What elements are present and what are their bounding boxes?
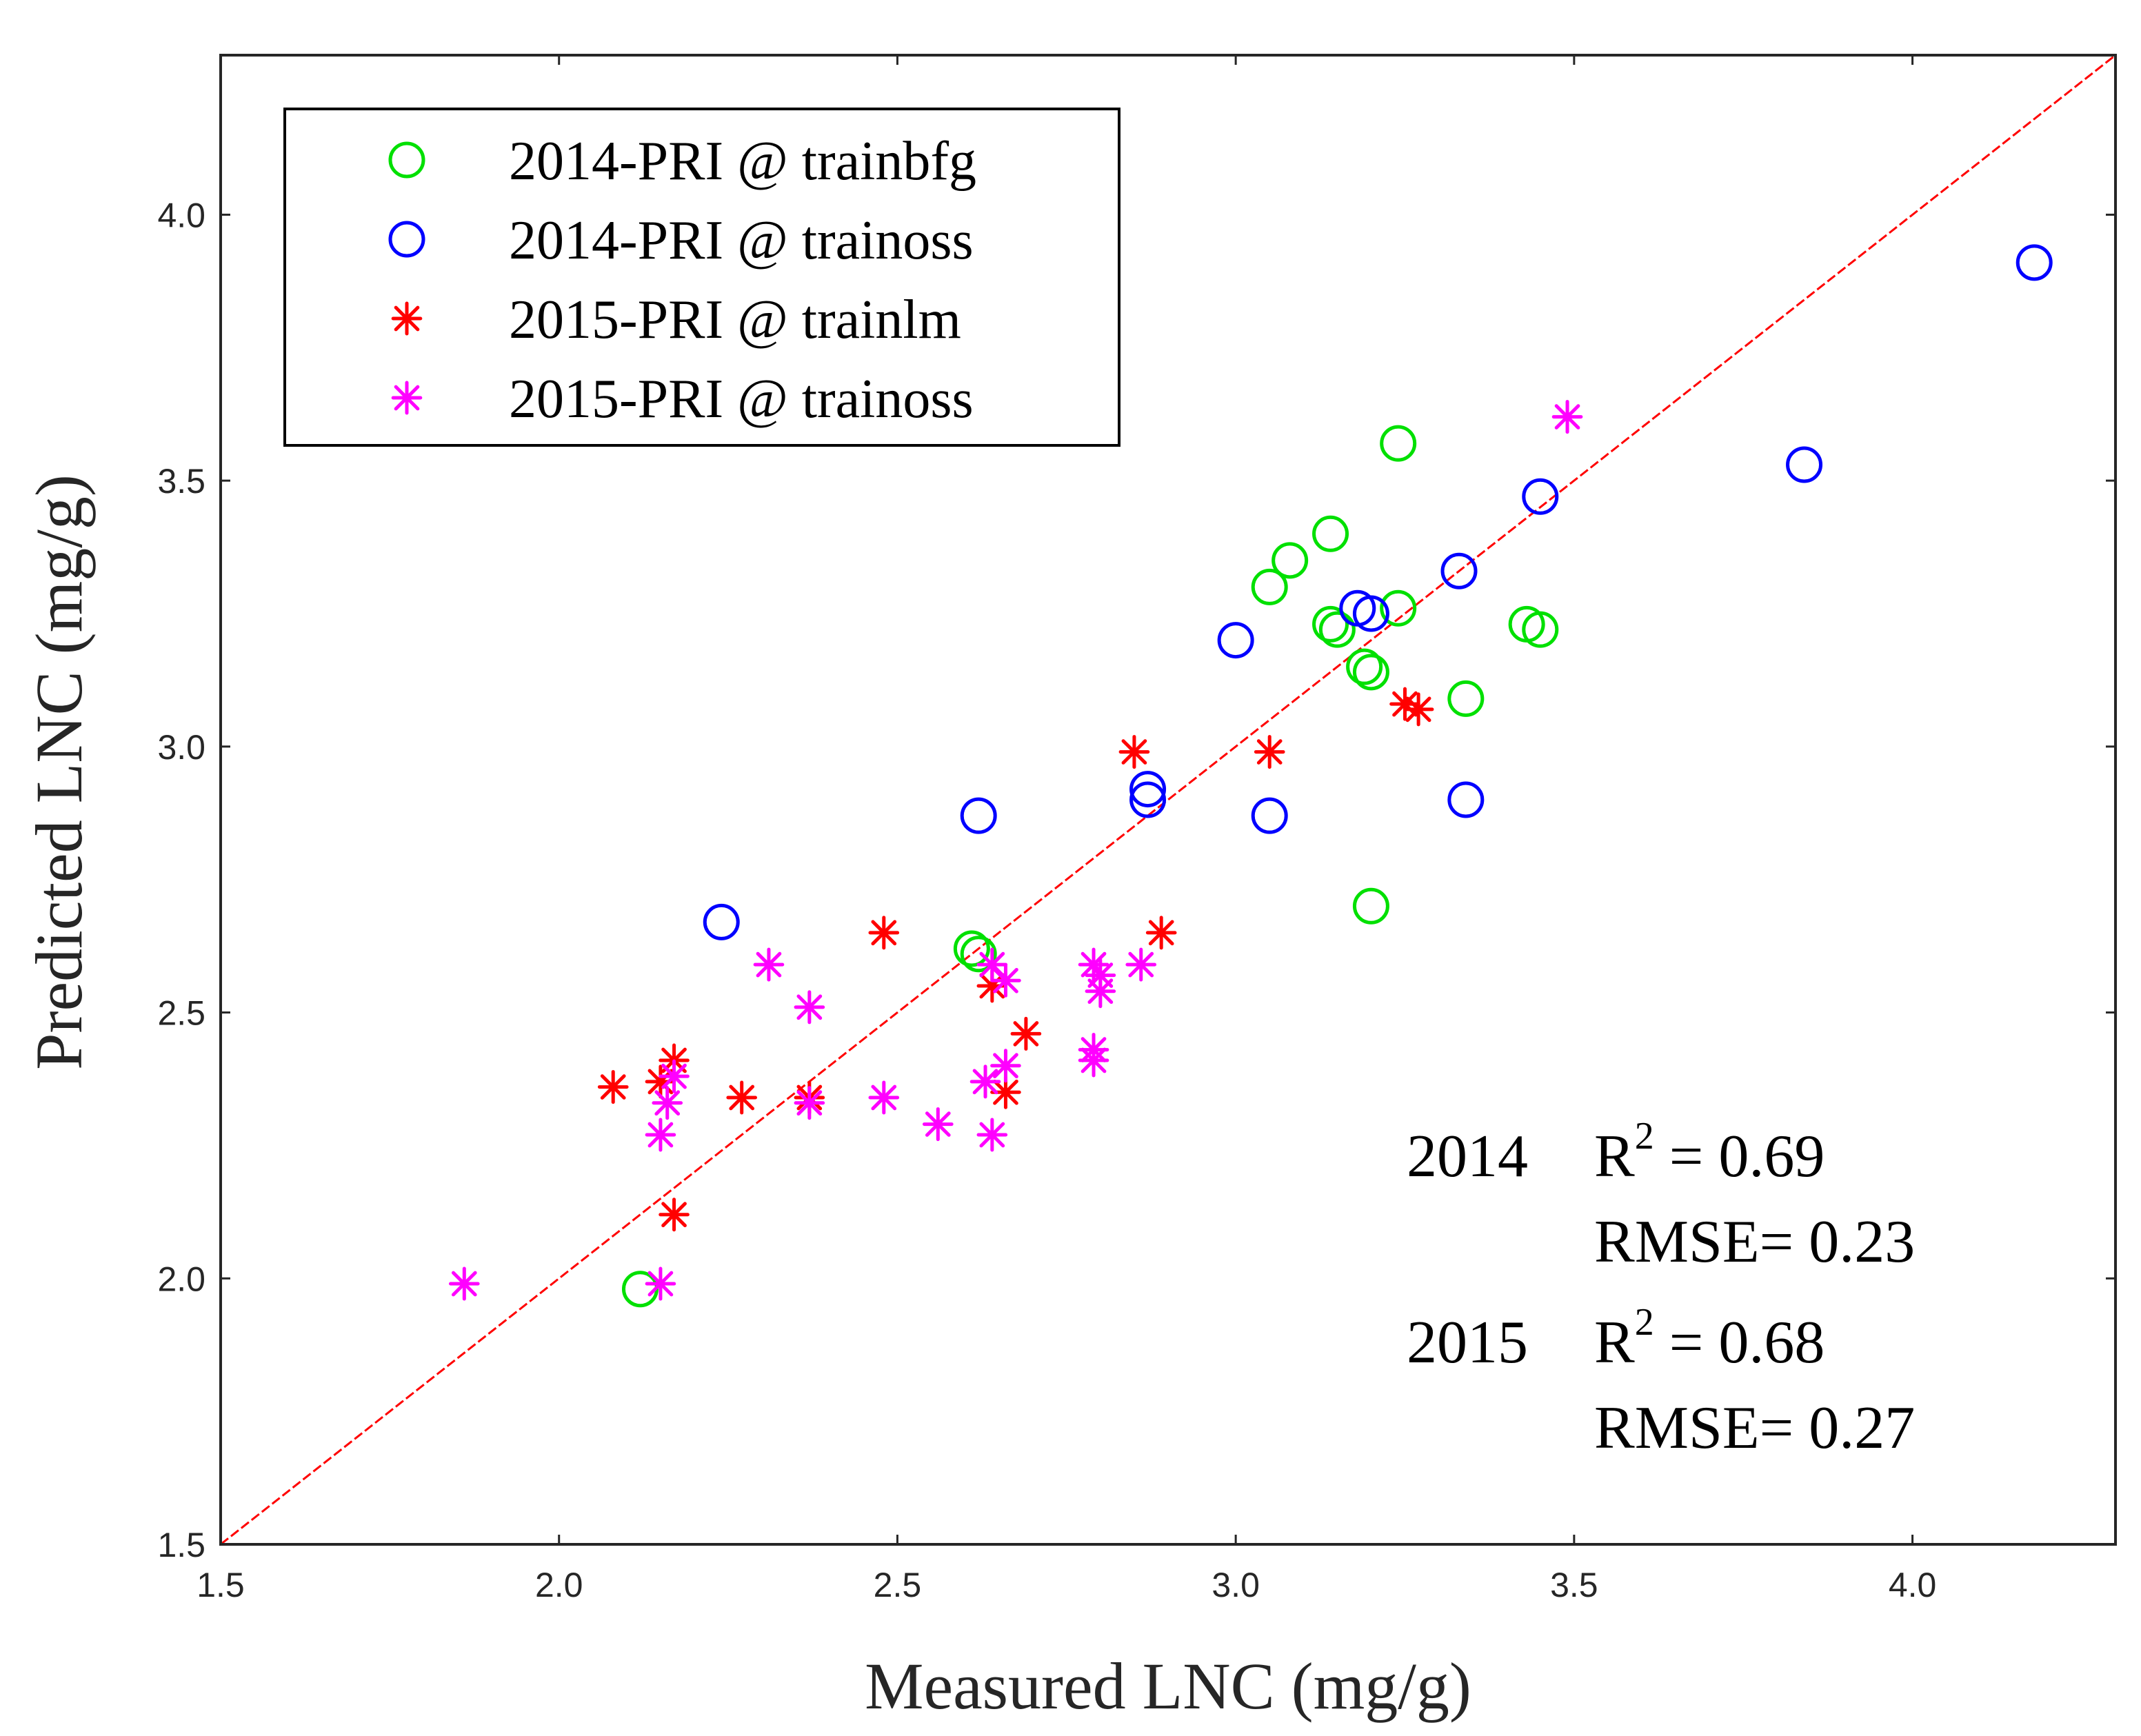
data-point xyxy=(645,1118,676,1152)
y-tick-label: 1.5 xyxy=(157,1526,205,1564)
data-point xyxy=(753,947,785,982)
data-points-layer xyxy=(449,244,2053,1308)
data-point xyxy=(1271,542,1309,579)
data-point xyxy=(960,797,997,834)
data-point xyxy=(1318,611,1356,648)
data-point xyxy=(1440,552,1478,589)
data-point xyxy=(1078,1033,1109,1067)
stats-2015-rmse: RMSE= 0.27 xyxy=(1594,1395,1915,1462)
stats-2014-r2-value: = 0.69 xyxy=(1654,1123,1825,1190)
data-point xyxy=(726,1080,757,1115)
data-point xyxy=(1118,735,1150,769)
data-point xyxy=(1010,1016,1042,1051)
data-point xyxy=(1251,797,1288,834)
x-tick-label: 3.5 xyxy=(1550,1566,1598,1604)
stats-2014-rmse: RMSE= 0.23 xyxy=(1594,1209,1915,1275)
data-point xyxy=(645,1266,676,1301)
x-tick-label: 2.5 xyxy=(874,1566,922,1604)
data-point xyxy=(976,1118,1008,1152)
data-point xyxy=(1447,680,1485,717)
stats-2015-r2: R2 = 0.68 xyxy=(1594,1301,1825,1376)
series-4-points xyxy=(449,400,1583,1301)
legend: 2014-PRI @ trainbfg 2014-PRI @ trainoss 20… xyxy=(283,108,1120,447)
data-point xyxy=(703,903,740,940)
stats-2015-r2-value: = 0.68 xyxy=(1654,1309,1825,1376)
legend-marker-1 xyxy=(388,141,425,179)
data-point xyxy=(1085,974,1116,1009)
data-point xyxy=(969,1064,1001,1099)
data-point xyxy=(652,1086,683,1120)
data-point xyxy=(990,1049,1021,1083)
stats-2015-r-sup: 2 xyxy=(1635,1301,1654,1344)
data-point xyxy=(1125,947,1157,982)
one-to-one-reference-line xyxy=(220,54,2116,1546)
stats-2015-r-label: R xyxy=(1594,1309,1635,1376)
y-tick-label: 4.0 xyxy=(157,196,205,234)
y-tick-label: 2.0 xyxy=(157,1260,205,1298)
data-point xyxy=(868,1080,900,1115)
data-point xyxy=(1254,735,1285,769)
legend-label-4: 2015-PRI @ trainoss xyxy=(509,369,974,430)
data-point xyxy=(1352,595,1389,632)
x-tick-label: 2.0 xyxy=(535,1566,583,1604)
data-point xyxy=(953,930,990,967)
data-point xyxy=(1551,400,1583,434)
y-tick-label: 3.5 xyxy=(157,462,205,501)
legend-label-1: 2014-PRI @ trainbfg xyxy=(509,131,976,192)
data-point xyxy=(1346,648,1383,685)
data-point xyxy=(597,1070,629,1104)
x-tick-label: 1.5 xyxy=(197,1566,245,1604)
data-point xyxy=(449,1266,480,1301)
legend-items: 2014-PRI @ trainbfg 2014-PRI @ trainoss 20… xyxy=(388,131,976,430)
stats-2014-r-label: R xyxy=(1594,1123,1635,1190)
y-tick-label: 3.0 xyxy=(157,728,205,767)
data-point xyxy=(1312,515,1349,552)
data-point xyxy=(659,1059,690,1093)
data-point xyxy=(2016,244,2053,281)
legend-label-3: 2015-PRI @ trainlm xyxy=(509,290,961,350)
fit-statistics: 2014 R2 = 0.69 RMSE= 0.23 2015 R2 = 0.68… xyxy=(1407,1115,1915,1462)
x-tick-label: 3.0 xyxy=(1212,1566,1260,1604)
data-point xyxy=(1380,425,1417,462)
plot-area-frame xyxy=(219,54,2117,1546)
data-point xyxy=(1447,781,1485,818)
data-point xyxy=(1145,916,1177,950)
reference-line-layer xyxy=(220,54,2116,1546)
data-point xyxy=(1786,446,1823,483)
x-axis-title: Measured LNC (mg/g) xyxy=(865,1649,1471,1723)
data-point xyxy=(1312,605,1349,643)
axis-ticks-layer: 1.5 2.0 2.5 3.0 3.5 4.0 1.5 2.0 2.5 3.0 3.5 4.0 xyxy=(157,55,2115,1604)
data-point xyxy=(1352,654,1389,691)
data-point xyxy=(794,990,825,1025)
data-point xyxy=(923,1107,954,1142)
data-point xyxy=(1380,589,1417,627)
x-tick-label: 4.0 xyxy=(1889,1566,1937,1604)
data-point xyxy=(868,916,900,950)
stats-2014-year: 2014 xyxy=(1407,1123,1528,1190)
data-point xyxy=(1403,692,1434,727)
legend-marker-4 xyxy=(391,381,423,415)
data-point xyxy=(1251,568,1288,605)
series-2-points xyxy=(703,244,2053,940)
legend-marker-3 xyxy=(391,301,423,336)
data-point xyxy=(1129,771,1167,808)
data-point xyxy=(1522,478,1559,515)
data-point xyxy=(1522,611,1559,648)
data-point xyxy=(659,1198,690,1232)
y-tick-label: 2.5 xyxy=(157,994,205,1033)
stats-2015-year: 2015 xyxy=(1407,1309,1528,1376)
legend-marker-2 xyxy=(388,221,425,258)
data-point xyxy=(1129,781,1167,818)
legend-label-2: 2014-PRI @ trainoss xyxy=(509,210,974,271)
data-point xyxy=(794,1086,825,1120)
data-point xyxy=(960,936,997,973)
data-point xyxy=(990,963,1021,998)
stats-2014-r-sup: 2 xyxy=(1635,1115,1654,1158)
data-point xyxy=(1352,887,1389,925)
y-axis-title: Predicted LNC (mg/g) xyxy=(22,474,96,1070)
stats-2014-r2: R2 = 0.69 xyxy=(1594,1115,1825,1190)
data-point xyxy=(1217,622,1254,659)
series-1-points xyxy=(621,425,1559,1308)
